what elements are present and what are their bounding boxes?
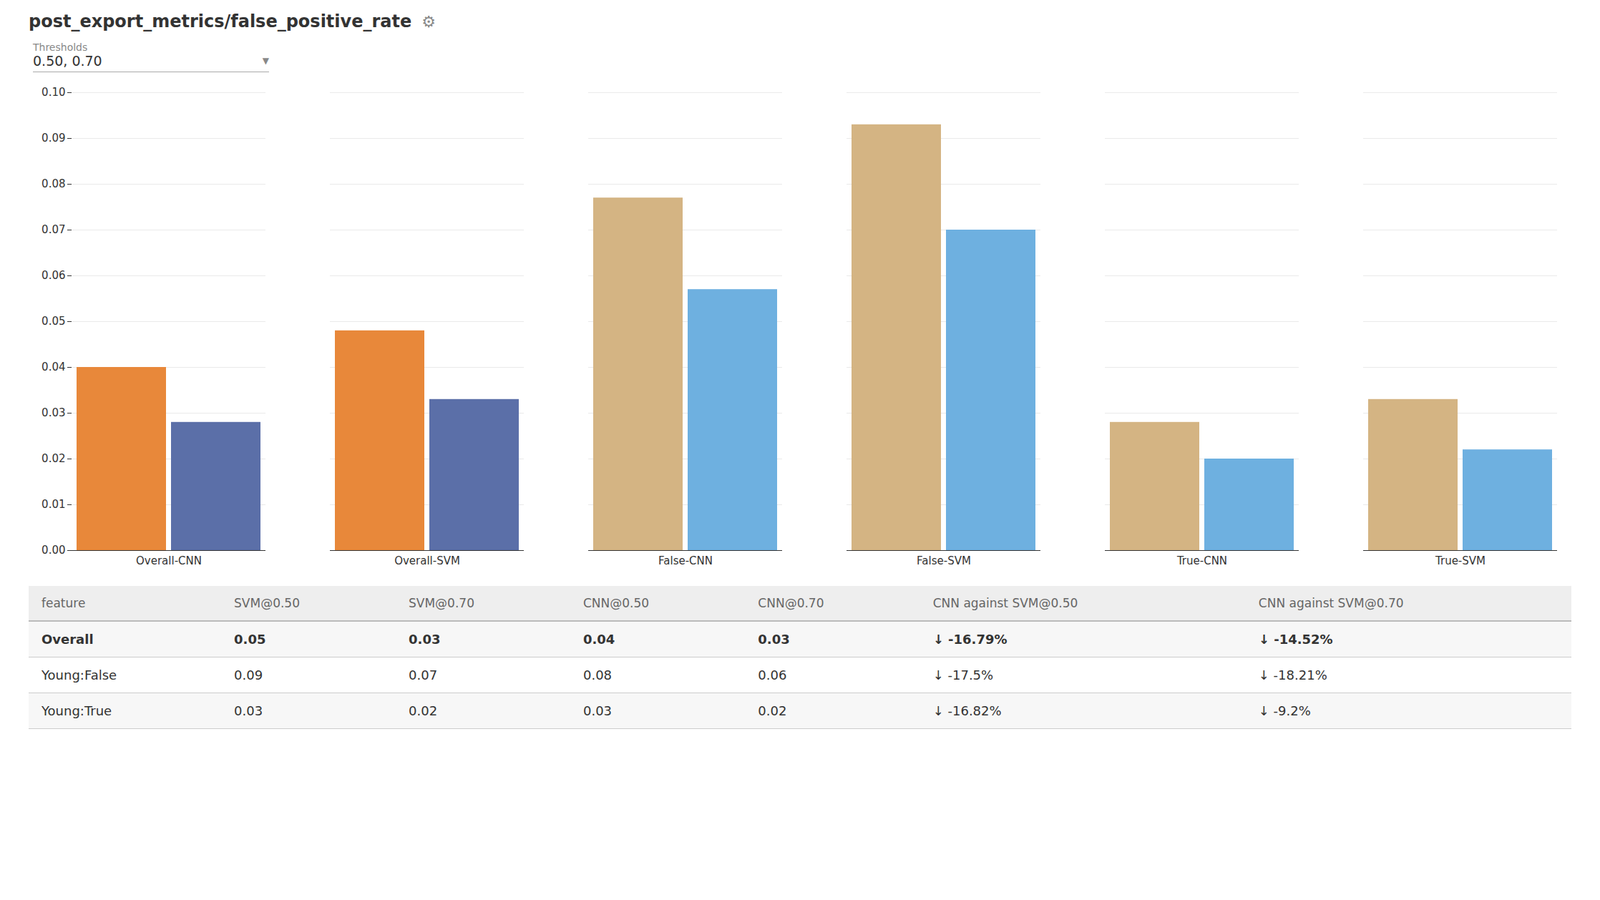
svg-text:0.07: 0.07 xyxy=(41,223,66,237)
svg-text:0.04: 0.04 xyxy=(41,360,66,374)
svg-text:True-SVM: True-SVM xyxy=(1434,554,1486,568)
svg-text:0.06: 0.06 xyxy=(41,269,66,282)
html-text:CNN against SVM@0.70: CNN against SVM@0.70 xyxy=(1258,596,1404,611)
html-text:Overall: Overall xyxy=(41,631,94,647)
html-text:0.03: 0.03 xyxy=(233,703,263,719)
html-text:↓ -14.52%: ↓ -14.52% xyxy=(1258,631,1333,647)
html-text:0.09: 0.09 xyxy=(233,667,263,683)
html-text:↓ -9.2%: ↓ -9.2% xyxy=(1258,703,1311,719)
svg-text:0.08: 0.08 xyxy=(41,177,66,191)
svg-text:0.05: 0.05 xyxy=(41,314,66,328)
html-text:0.03: 0.03 xyxy=(408,631,441,647)
svg-text:0.02: 0.02 xyxy=(41,452,66,466)
svg-text:False-CNN: False-CNN xyxy=(658,554,713,568)
svg-text:0.01: 0.01 xyxy=(41,498,66,511)
html-text:0.50, 0.70: 0.50, 0.70 xyxy=(32,52,103,69)
html-text:Young:True: Young:True xyxy=(41,703,112,719)
svg-text:0.00: 0.00 xyxy=(41,543,66,557)
html-text:feature: feature xyxy=(41,596,86,611)
html-text:post_export_metrics/false_posi: post_export_metrics/false_positive_rate xyxy=(28,11,412,32)
svg-text:Overall-SVM: Overall-SVM xyxy=(394,554,461,568)
html-text:↓ -16.79%: ↓ -16.79% xyxy=(932,631,1008,647)
svg-text:Overall-CNN: Overall-CNN xyxy=(135,554,202,568)
html-text:0.02: 0.02 xyxy=(408,703,438,719)
html-text:CNN@0.70: CNN@0.70 xyxy=(757,596,824,611)
html-text:0.03: 0.03 xyxy=(583,703,612,719)
svg-text:0.10: 0.10 xyxy=(41,85,66,99)
html-text:↓ -17.5%: ↓ -17.5% xyxy=(932,667,994,683)
html-text:0.03: 0.03 xyxy=(757,631,790,647)
svg-text:0.03: 0.03 xyxy=(41,406,66,420)
svg-text:0.09: 0.09 xyxy=(41,131,66,145)
html-text:SVM@0.50: SVM@0.50 xyxy=(233,596,300,611)
html-text:CNN@0.50: CNN@0.50 xyxy=(583,596,650,611)
html-text:CNN against SVM@0.50: CNN against SVM@0.50 xyxy=(932,596,1078,611)
html-text:0.05: 0.05 xyxy=(233,631,266,647)
svg-text:False-SVM: False-SVM xyxy=(916,554,972,568)
html-text:0.04: 0.04 xyxy=(583,631,615,647)
html-text:Young:False: Young:False xyxy=(41,667,117,683)
html-text:0.08: 0.08 xyxy=(583,667,612,683)
html-text:0.07: 0.07 xyxy=(408,667,438,683)
html-text:SVM@0.70: SVM@0.70 xyxy=(408,596,475,611)
html-text:0.06: 0.06 xyxy=(757,667,787,683)
html-text:0.02: 0.02 xyxy=(757,703,787,719)
html-text:Thresholds: Thresholds xyxy=(32,41,88,53)
html-text:↓ -18.21%: ↓ -18.21% xyxy=(1258,667,1328,683)
html-text:↓ -16.82%: ↓ -16.82% xyxy=(932,703,1002,719)
svg-text:True-CNN: True-CNN xyxy=(1176,554,1228,568)
